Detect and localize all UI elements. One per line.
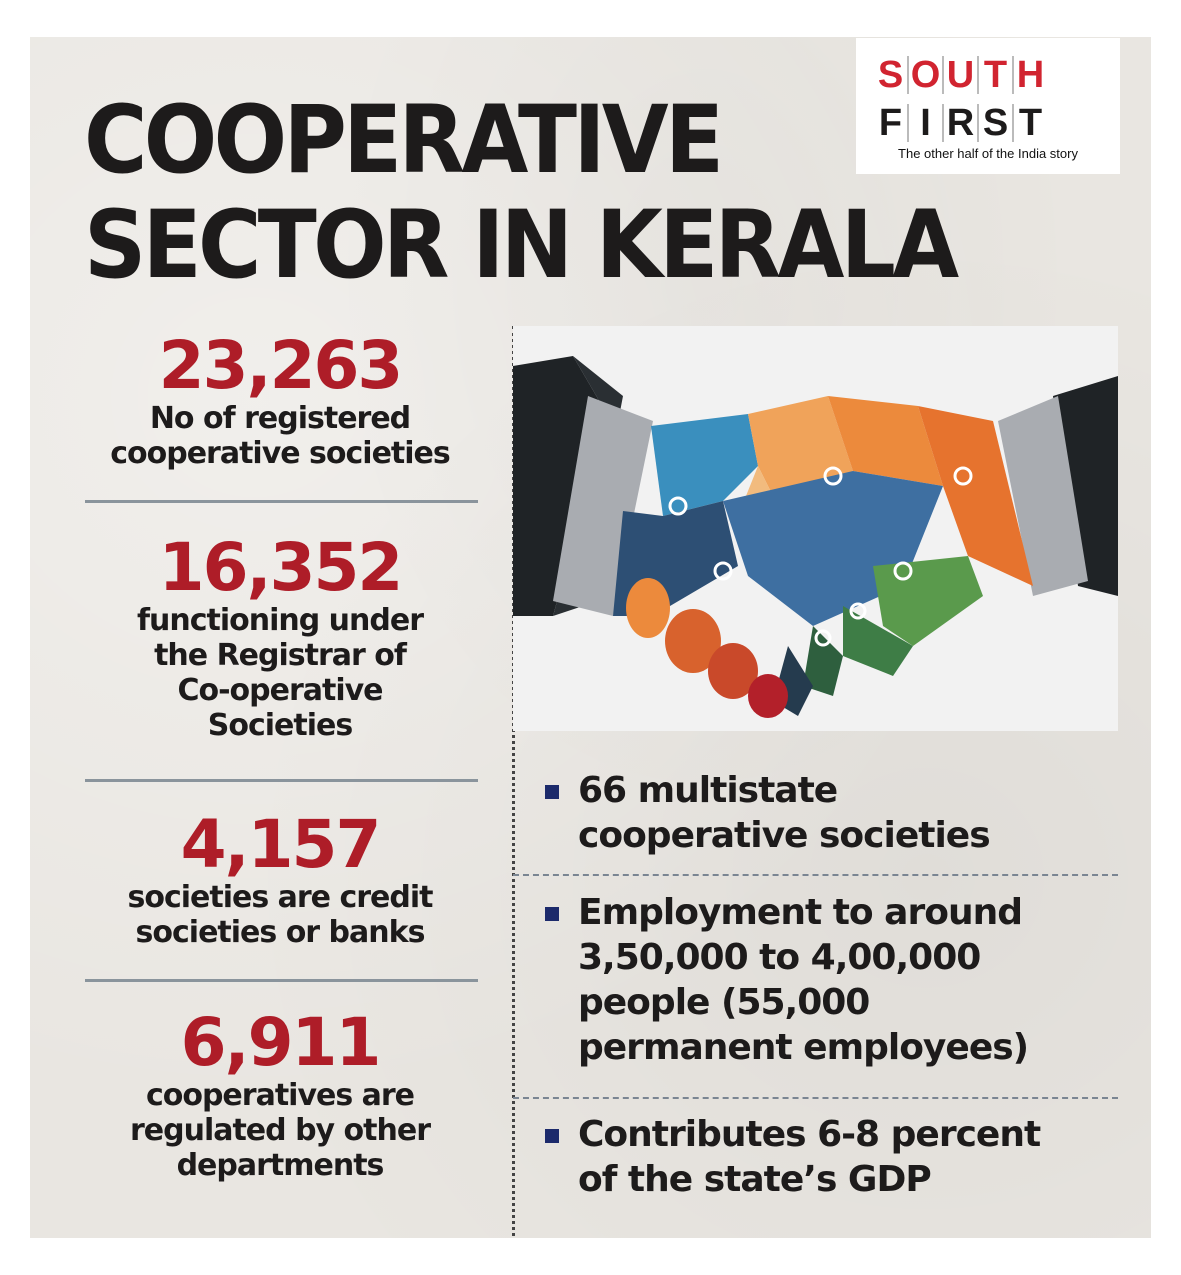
- fact-line: people (55,000: [578, 982, 870, 1023]
- logo-letter: I: [909, 104, 944, 142]
- logo-letter: O: [909, 56, 944, 94]
- stat-number: 23,263: [158, 327, 404, 404]
- south-first-logo: S O U T H F I R S T The other half of th…: [856, 38, 1120, 174]
- logo-letter: S: [874, 56, 909, 94]
- divider: [85, 500, 478, 503]
- stat-desc-line: societies or banks: [135, 915, 426, 950]
- fact-line: permanent employees): [578, 1027, 1029, 1068]
- stat-desc-line: departments: [176, 1148, 385, 1183]
- fact-line: 66 multistate: [578, 770, 839, 811]
- logo-letter: H: [1016, 54, 1045, 96]
- stat-number: 4,157: [180, 806, 382, 883]
- fact-line: Contributes 6-8 percent: [578, 1114, 1041, 1155]
- stat-desc-line: Co-operative: [177, 673, 383, 708]
- bullet-square: [545, 907, 559, 921]
- stat-registered: 23,263 No of registered cooperative soci…: [80, 327, 480, 472]
- bullet-square: [545, 1129, 559, 1143]
- logo-tagline: The other half of the India story: [898, 146, 1078, 161]
- stat-other-departments: 6,911 cooperatives are regulated by othe…: [80, 1004, 480, 1184]
- stat-functioning: 16,352 functioning under the Registrar o…: [80, 529, 480, 744]
- logo-word-first: F I R S T: [874, 104, 1047, 142]
- divider: [85, 979, 478, 982]
- logo-letter: U: [944, 56, 979, 94]
- stat-desc-line: cooperatives are: [145, 1078, 415, 1113]
- stat-desc-line: societies are credit: [127, 880, 433, 915]
- stat-credit: 4,157 societies are credit societies or …: [80, 806, 480, 951]
- stat-desc-line: the Registrar of: [154, 638, 407, 673]
- fact-gdp: Contributes 6-8 percent of the state’s G…: [545, 1115, 1115, 1205]
- fact-multistate: 66 multistate cooperative societies: [545, 771, 1115, 861]
- dashed-divider: [513, 874, 1118, 876]
- stat-number: 6,911: [180, 1004, 382, 1081]
- logo-letter: T: [979, 56, 1014, 94]
- fact-line: of the state’s GDP: [578, 1159, 932, 1200]
- fact-strong: 66: [578, 770, 627, 811]
- stat-number: 16,352: [158, 529, 404, 606]
- title-line-1: COOPERATIVE: [84, 86, 724, 195]
- fact-employment: Employment to around 3,50,000 to 4,00,00…: [545, 893, 1115, 1083]
- stat-desc-line: No of registered: [149, 401, 411, 436]
- divider: [85, 779, 478, 782]
- fact-line: Employment to around: [578, 892, 1023, 933]
- logo-word-south: S O U T H: [874, 56, 1047, 94]
- logo-letter: R: [944, 104, 979, 142]
- logo-letter: F: [874, 104, 909, 142]
- fact-line: cooperative societies: [578, 815, 991, 856]
- puzzle-handshake-icon: [513, 326, 1118, 731]
- stat-desc-line: Societies: [207, 708, 353, 743]
- logo-letter: S: [979, 104, 1014, 142]
- fact-text: people (: [578, 982, 737, 1023]
- stat-desc-line: cooperative societies: [110, 436, 451, 471]
- fact-strong: 55,000: [736, 982, 870, 1023]
- bullet-square: [545, 785, 559, 799]
- vertical-divider: [512, 326, 515, 1236]
- stat-desc-line: functioning under: [136, 603, 424, 638]
- fact-line: 3,50,000 to 4,00,000: [578, 937, 981, 978]
- dashed-divider: [513, 1097, 1118, 1099]
- stat-desc-line: regulated by other: [129, 1113, 431, 1148]
- title-line-2: SECTOR IN KERALA: [84, 191, 959, 300]
- logo-letter: T: [1018, 102, 1043, 144]
- fact-rest: multistate: [626, 770, 839, 811]
